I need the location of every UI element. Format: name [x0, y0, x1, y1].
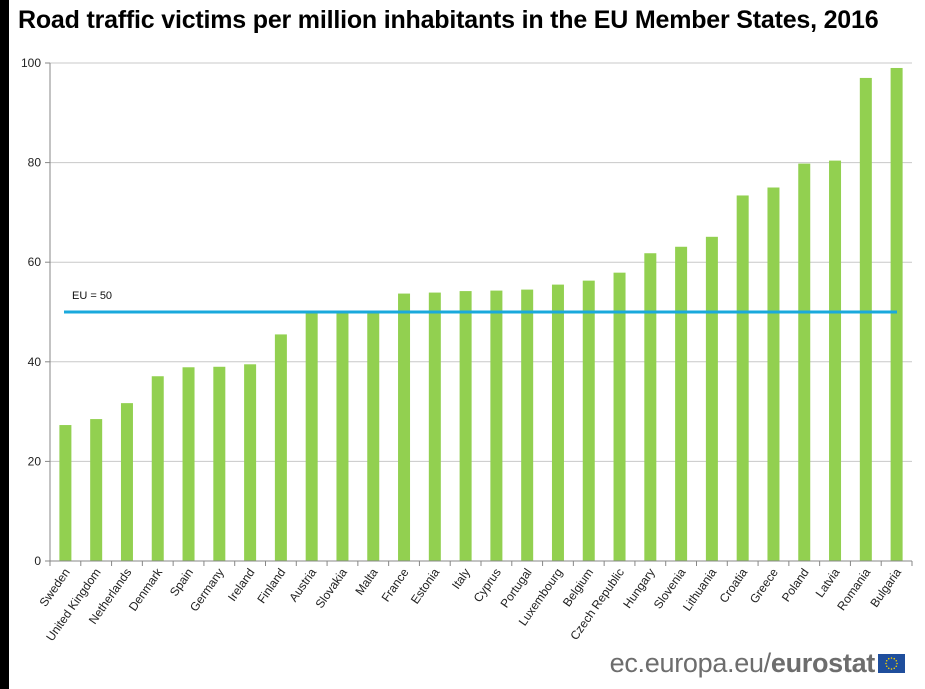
bar: [428, 292, 441, 561]
footer-source: ec.europa.eu/eurostat: [610, 648, 905, 679]
bar: [151, 376, 164, 561]
x-tick-label: Spain: [167, 566, 196, 599]
y-tick-label: 80: [28, 156, 42, 170]
bar: [336, 310, 349, 561]
y-axis: 0 20 40 60 80 100: [21, 56, 51, 568]
y-tick-label: 100: [21, 56, 41, 70]
chart-title: Road traffic victims per million inhabit…: [18, 6, 879, 34]
bar: [736, 195, 749, 561]
bar: [367, 310, 380, 561]
left-border: [0, 0, 9, 689]
bar: [551, 284, 564, 561]
bar: [582, 280, 595, 561]
x-tick-label: Bulgaria: [867, 565, 904, 609]
y-tick-label: 20: [28, 454, 42, 468]
bar: [613, 272, 626, 561]
x-tick-label: Estonia: [408, 565, 443, 606]
x-tick-label: Finland: [254, 566, 288, 606]
bar: [120, 403, 133, 561]
eu-average-label: EU = 50: [72, 290, 112, 302]
x-tick-label: Greece: [747, 565, 781, 606]
y-tick-label: 60: [28, 255, 42, 269]
bar: [213, 366, 226, 561]
bar: [244, 364, 257, 561]
bar: [521, 289, 534, 561]
bar: [182, 367, 195, 561]
reference-line-group: EU = 50: [64, 290, 897, 314]
bar: [490, 290, 503, 561]
bar: [398, 293, 411, 561]
x-tick-label: Poland: [779, 566, 812, 605]
bar: [890, 67, 903, 561]
source-brand: eurostat: [770, 648, 875, 678]
y-tick-label: 0: [34, 554, 41, 568]
bar: [274, 334, 287, 561]
x-tick-label: Latvia: [813, 565, 843, 600]
bar: [798, 163, 811, 561]
x-tick-label: Croatia: [716, 565, 750, 605]
x-tick-label: Slovakia: [312, 565, 350, 610]
bars: [59, 67, 903, 561]
bar: [644, 253, 657, 561]
eu-flag-icon: [878, 654, 905, 673]
source-url: ec.europa.eu/: [609, 648, 772, 678]
bar: [305, 313, 318, 561]
bar: [705, 236, 718, 561]
bar: [859, 77, 872, 561]
bar: [675, 246, 688, 561]
y-tick-label: 40: [28, 355, 42, 369]
gridlines: [50, 62, 912, 462]
bar: [767, 187, 780, 561]
x-tick-label: Malta: [352, 565, 380, 597]
x-tick-label: Italy: [449, 566, 473, 592]
bar: [459, 291, 472, 561]
x-tick-label: Ireland: [225, 566, 258, 604]
bar: [59, 425, 72, 561]
bar: [90, 419, 103, 561]
bar: [829, 160, 842, 561]
